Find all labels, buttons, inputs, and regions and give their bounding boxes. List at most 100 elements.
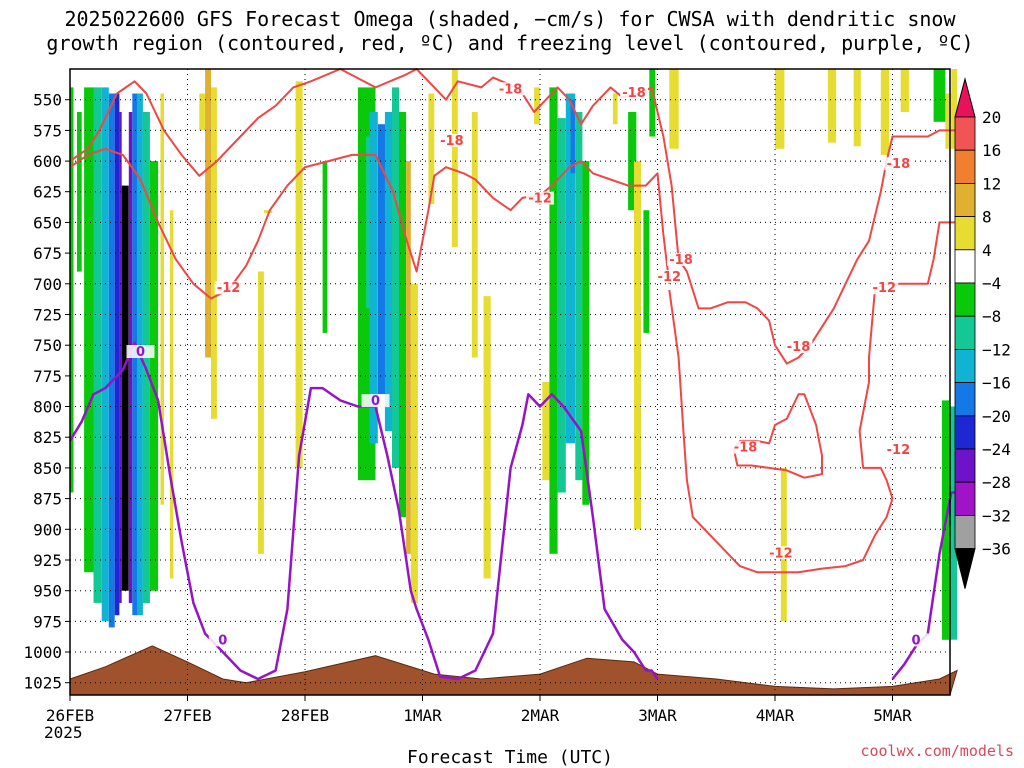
- omega-band: [649, 69, 656, 137]
- y-tick-label: 1025: [23, 674, 62, 693]
- omega-band: [169, 210, 174, 579]
- y-tick-label: 900: [33, 520, 62, 539]
- contour-label: -12: [217, 281, 241, 296]
- omega-band: [119, 112, 122, 603]
- colorbar: 20 16 12 8 4 −4 −8 −12 −16 −20 −24 −28 −32 −36: [954, 77, 1011, 589]
- colorbar-segment: [954, 415, 976, 450]
- contour-label: -18: [622, 86, 646, 101]
- contour-label-bg: [361, 394, 390, 408]
- y-tick-label: 750: [33, 336, 62, 355]
- omega-band: [570, 99, 576, 174]
- contour-label-bg: [884, 157, 913, 171]
- omega-band: [77, 112, 82, 272]
- omega-shading: [70, 69, 958, 640]
- y-tick-label: 800: [33, 398, 62, 417]
- omega-band: [149, 161, 159, 591]
- colorbar-label: −4: [982, 274, 1001, 293]
- contour-label: -12: [528, 192, 552, 207]
- omega-band: [160, 93, 164, 505]
- omega-band: [211, 87, 217, 419]
- colorbar-label: 4: [982, 241, 992, 260]
- colorbar-segment: [954, 282, 976, 317]
- colorbar-label: −16: [982, 374, 1011, 393]
- omega-band: [406, 161, 411, 554]
- omega-band: [471, 112, 478, 358]
- contour-label-bg: [731, 440, 760, 454]
- chart-title-line-2: growth region (contoured, red, ºC) and f…: [46, 31, 973, 55]
- omega-band: [84, 87, 94, 573]
- x-tick-label: 4MAR: [756, 706, 795, 725]
- contour-label: -12: [887, 443, 911, 458]
- contour-label-bg: [766, 546, 795, 560]
- colorbar-label: −32: [982, 506, 1011, 525]
- omega-band: [428, 93, 435, 204]
- omega-band: [451, 69, 458, 247]
- omega-band: [575, 112, 583, 481]
- contour-label: 0: [218, 633, 227, 648]
- contour-label: -18: [669, 253, 693, 268]
- contour-label: 0: [136, 345, 145, 360]
- omega-band: [399, 112, 407, 518]
- contour-label-bg: [784, 340, 813, 354]
- colorbar-label: −20: [982, 407, 1011, 426]
- omega-band: [377, 124, 385, 395]
- chart-title-line-1: 2025022600 GFS Forecast Omega (shaded, −…: [64, 7, 956, 31]
- dendritic-contour-minus18-upper: [69, 68, 680, 260]
- colorbar-label: 20: [982, 108, 1001, 127]
- y-tick-label: 775: [33, 367, 62, 386]
- colorbar-segment: [954, 481, 976, 516]
- contour-label-bg: [496, 82, 525, 96]
- omega-band: [634, 161, 642, 530]
- omega-band: [70, 87, 74, 493]
- omega-band: [258, 271, 264, 554]
- contour-label: -18: [440, 134, 464, 149]
- colorbar-label: −28: [982, 473, 1011, 492]
- colorbar-top-arrow: [954, 77, 976, 118]
- omega-band: [93, 87, 102, 603]
- contour-label: -18: [887, 157, 911, 172]
- omega-band: [542, 382, 550, 481]
- y-tick-label: 1000: [23, 643, 62, 662]
- colorbar-label: −12: [982, 340, 1011, 359]
- y-tick-label: 850: [33, 459, 62, 478]
- colorbar-segment: [954, 348, 976, 383]
- omega-band: [205, 69, 211, 358]
- y-tick-label: 975: [33, 612, 62, 631]
- colorbar-label: 12: [982, 174, 1001, 193]
- contour-label: -18: [787, 340, 811, 355]
- y-tick-label: 625: [33, 183, 62, 202]
- omega-band: [948, 406, 958, 640]
- colorbar-label: −24: [982, 440, 1011, 459]
- contour-label: 0: [371, 394, 380, 409]
- omega-band: [951, 69, 958, 149]
- omega-band: [880, 69, 889, 155]
- contour-label-bg: [655, 270, 684, 284]
- x-tick-label: 1MAR: [403, 706, 442, 725]
- contour-label-bg: [667, 252, 695, 266]
- contour-label: -12: [873, 281, 897, 296]
- colorbar-label: −8: [982, 307, 1001, 326]
- colorbar-segment: [954, 182, 976, 217]
- credit-label: coolwx.com/models: [860, 742, 1014, 760]
- x-tick-label: 28FEB: [281, 706, 329, 725]
- x-tick-label: 5MAR: [873, 706, 912, 725]
- colorbar-label: −36: [982, 540, 1011, 559]
- omega-band: [775, 69, 785, 149]
- dendritic-contour-minus18-loop: [732, 393, 823, 479]
- y-tick-label: 925: [33, 551, 62, 570]
- x-tick-label: 3MAR: [638, 706, 677, 725]
- contour-label-bg: [126, 345, 155, 358]
- y-tick-label: 675: [33, 244, 62, 263]
- colorbar-segment: [954, 448, 976, 483]
- contour-label: -18: [499, 82, 523, 97]
- omega-band: [483, 296, 491, 579]
- omega-band: [534, 87, 540, 125]
- y-tick-label: 600: [33, 152, 62, 171]
- x-axis: 26FEB 27FEB 28FEB 1MAR 2MAR 3MAR 4MAR 5MAR: [46, 695, 912, 725]
- omega-band: [945, 93, 952, 149]
- omega-band: [108, 93, 115, 628]
- grid: [69, 69, 950, 695]
- contour-label-bg: [884, 443, 913, 457]
- omega-band: [263, 210, 273, 214]
- colorbar-segment: [954, 515, 976, 550]
